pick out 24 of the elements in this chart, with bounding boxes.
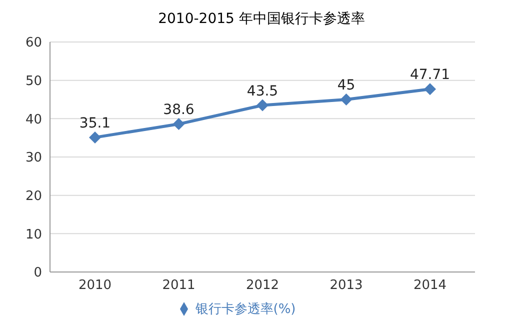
y-tick-label: 0 <box>34 266 42 281</box>
y-tick-label: 20 <box>25 188 42 204</box>
point <box>172 118 185 130</box>
data-label: 35.1 <box>79 115 111 132</box>
y-tick-label: 50 <box>25 74 42 89</box>
data-label: 43.5 <box>246 83 278 100</box>
y-tick-label: 60 <box>25 36 42 51</box>
data-label: 38.6 <box>163 102 194 118</box>
point <box>256 99 268 112</box>
y-tick-label: 40 <box>25 112 42 128</box>
x-tick-label: 2014 <box>413 278 447 294</box>
point <box>424 83 436 96</box>
point <box>89 131 101 144</box>
y-tick-label: 10 <box>25 227 42 242</box>
x-tick-label: 2013 <box>330 278 363 294</box>
legend-label: 银行卡参透率(%) <box>195 302 296 317</box>
x-tick-label: 2010 <box>78 278 112 294</box>
data-label: 45 <box>337 78 356 94</box>
chart-title: 2010-2015 年中国银行卡参透率 <box>157 10 366 29</box>
x-tick-label: 2012 <box>246 278 280 294</box>
point <box>340 94 352 106</box>
data-label: 47.71 <box>410 67 450 84</box>
x-tick-label: 2011 <box>162 278 196 294</box>
y-tick-label: 30 <box>25 150 42 166</box>
